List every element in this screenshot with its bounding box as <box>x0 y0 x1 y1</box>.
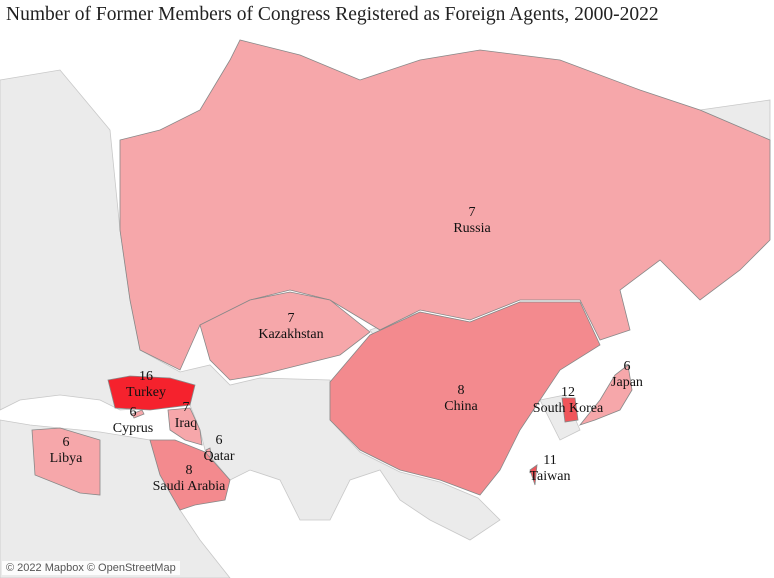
country-libya[interactable] <box>31 427 101 496</box>
country-china[interactable] <box>329 301 601 496</box>
value-label-kazakhstan: 7 <box>288 311 295 326</box>
land-mass <box>539 394 581 441</box>
map-attribution[interactable]: © 2022 Mapbox © OpenStreetMap <box>2 561 180 575</box>
country-japan[interactable] <box>578 364 633 426</box>
value-label-iraq: 7 <box>183 400 190 415</box>
country-label-kazakhstan: Kazakhstan <box>258 327 323 342</box>
value-label-libya: 6 <box>63 435 70 450</box>
country-label-south-korea: South Korea <box>533 401 604 416</box>
country-south-korea[interactable] <box>561 397 579 423</box>
country-label-turkey: Turkey <box>126 385 166 400</box>
value-label-saudi-arabia: 8 <box>186 463 193 478</box>
country-label-taiwan: Taiwan <box>529 469 570 484</box>
country-layer <box>31 39 771 511</box>
country-turkey[interactable] <box>107 375 196 411</box>
country-label-iraq: Iraq <box>175 416 198 431</box>
value-label-cyprus: 6 <box>130 405 137 420</box>
map-title: Number of Former Members of Congress Reg… <box>6 4 659 25</box>
country-saudi-arabia[interactable] <box>149 439 231 511</box>
value-label-turkey: 16 <box>139 369 153 384</box>
country-cyprus[interactable] <box>131 409 145 419</box>
country-kazakhstan[interactable] <box>199 291 371 381</box>
value-label-taiwan: 11 <box>543 453 556 468</box>
value-label-russia: 7 <box>469 205 476 220</box>
country-label-china: China <box>444 399 478 414</box>
value-label-china: 8 <box>458 383 465 398</box>
value-label-japan: 6 <box>624 359 631 374</box>
choropleth-map[interactable]: 7Russia7Kazakhstan8China16Turkey6Cyprus7… <box>0 34 774 578</box>
country-label-japan: Japan <box>611 375 643 390</box>
country-iraq[interactable] <box>167 407 203 446</box>
country-label-cyprus: Cyprus <box>113 421 153 436</box>
country-taiwan[interactable] <box>529 464 538 486</box>
country-label-saudi-arabia: Saudi Arabia <box>153 479 226 494</box>
country-label-libya: Libya <box>50 451 83 466</box>
country-label-russia: Russia <box>453 221 491 236</box>
value-label-south-korea: 12 <box>561 385 575 400</box>
value-label-qatar: 6 <box>216 433 223 448</box>
label-layer: 7Russia7Kazakhstan8China16Turkey6Cyprus7… <box>50 205 643 494</box>
country-label-qatar: Qatar <box>203 449 234 464</box>
